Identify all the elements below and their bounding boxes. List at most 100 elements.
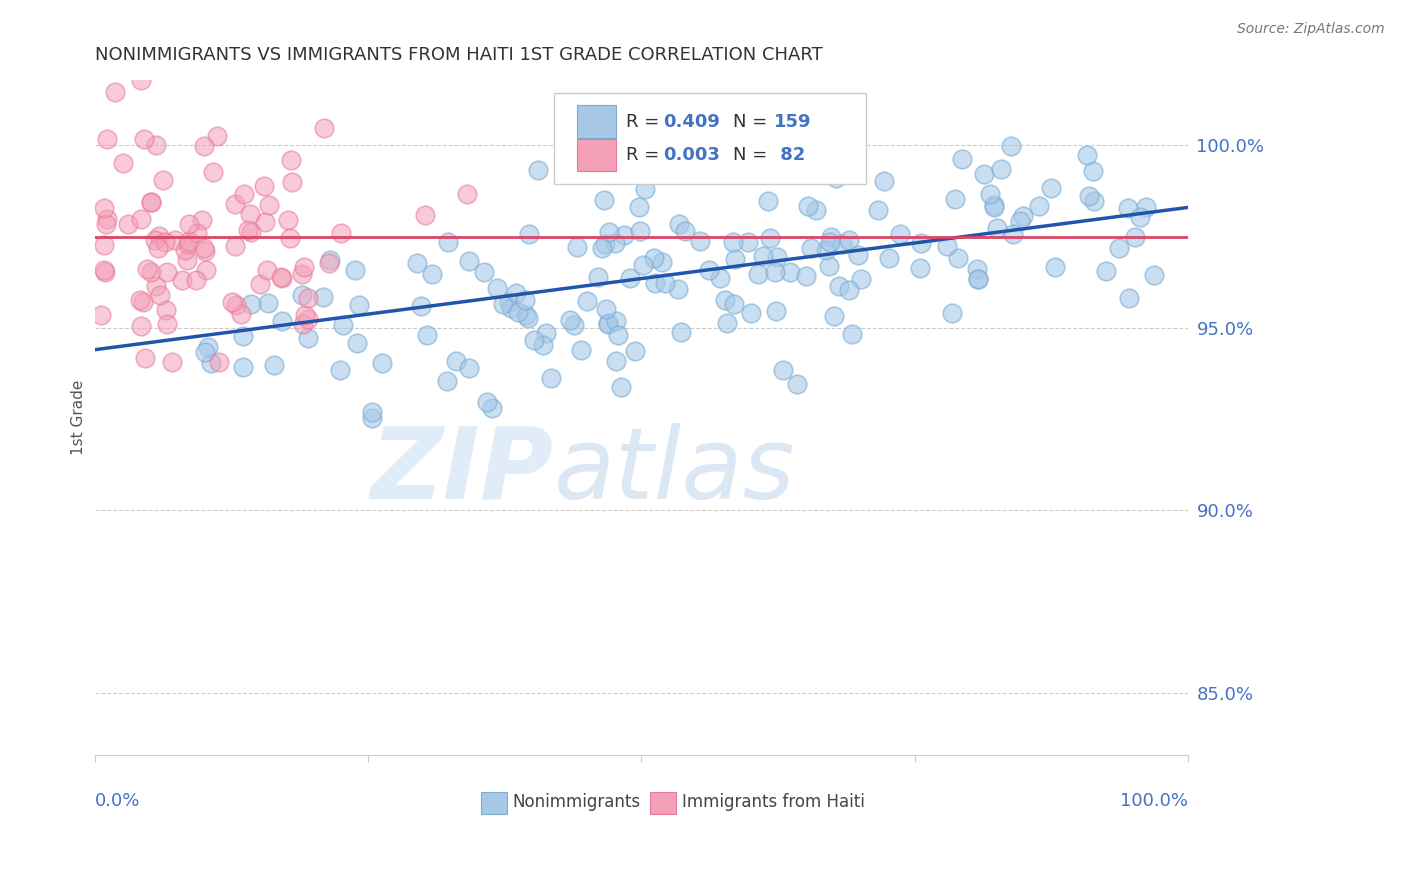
Point [194,345,217,359]
Point [534,326,557,340]
Point [90,309,112,323]
Point [291,267,314,281]
Point [155,235,177,249]
Text: R =: R = [626,112,665,130]
Point [93,201,115,215]
Text: Source: ZipAtlas.com: Source: ZipAtlas.com [1237,22,1385,37]
Point [458,361,481,376]
Point [737,235,759,249]
Point [1083,163,1105,178]
Point [540,371,562,385]
Point [506,305,529,319]
Point [849,271,872,285]
Point [1043,260,1066,274]
Point [156,317,179,331]
Point [866,202,889,217]
Point [148,229,170,244]
Point [93,263,115,277]
Point [347,298,370,312]
Point [343,263,366,277]
Point [986,220,1008,235]
Point [724,252,747,266]
Point [765,304,787,318]
Point [148,241,170,255]
Point [141,265,163,279]
Point [606,328,628,343]
Point [239,225,262,239]
Text: 100.0%: 100.0% [1121,792,1188,810]
Point [437,235,460,249]
Point [740,305,762,319]
Point [713,293,735,307]
Point [1083,194,1105,208]
Point [838,233,860,247]
Text: 0.0%: 0.0% [94,792,141,810]
Point [772,363,794,377]
Point [603,235,626,250]
Point [208,355,231,369]
Point [253,215,276,229]
Point [249,277,271,291]
Point [93,265,115,279]
Point [828,279,851,293]
Point [1135,201,1157,215]
Point [586,269,609,284]
Point [446,354,468,368]
Point [406,256,429,270]
Point [699,137,721,152]
Point [967,272,990,286]
Point [610,380,633,394]
Point [319,252,342,267]
Point [817,259,839,273]
Point [873,174,896,188]
Point [131,73,153,87]
Point [721,235,744,249]
FancyBboxPatch shape [576,105,616,137]
Point [312,290,335,304]
Point [413,208,436,222]
Point [291,317,314,331]
Point [517,227,540,241]
Point [332,318,354,332]
Point [716,316,738,330]
Point [278,230,301,244]
Point [1095,263,1118,277]
Point [619,271,641,285]
Text: N =: N = [733,146,773,164]
Point [129,211,152,226]
Point [136,261,159,276]
Point [877,251,900,265]
Point [93,237,115,252]
Point [697,262,720,277]
FancyBboxPatch shape [481,792,506,814]
Point [281,175,304,189]
Point [277,212,299,227]
Point [966,262,988,277]
Point [111,156,134,170]
Point [128,293,150,307]
Point [193,138,215,153]
Point [815,243,838,257]
Point [197,340,219,354]
Point [967,272,990,286]
Point [297,291,319,305]
Point [170,272,193,286]
Point [193,241,215,255]
Point [263,358,285,372]
Point [628,224,651,238]
Point [841,327,863,342]
Point [239,206,262,220]
Point [177,237,200,252]
Point [595,301,617,316]
Point [456,187,478,202]
FancyBboxPatch shape [650,792,676,814]
Point [457,253,479,268]
Point [94,218,117,232]
Point [232,329,254,343]
Point [436,375,458,389]
Text: N =: N = [733,112,773,130]
Point [825,171,848,186]
Point [831,237,853,252]
Point [270,269,292,284]
Point [763,265,786,279]
